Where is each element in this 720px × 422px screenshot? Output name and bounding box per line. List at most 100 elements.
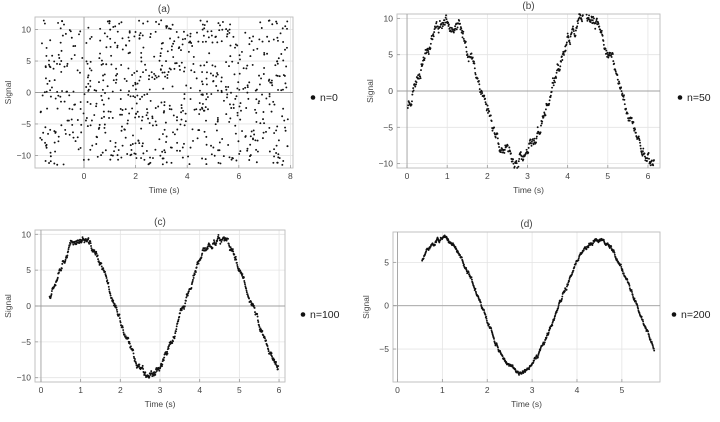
data-point bbox=[569, 35, 572, 38]
data-point bbox=[79, 101, 82, 104]
data-point bbox=[108, 22, 111, 25]
plot-frame bbox=[392, 231, 661, 383]
data-point bbox=[229, 44, 232, 47]
data-point bbox=[246, 64, 249, 67]
data-point bbox=[483, 309, 485, 312]
data-point bbox=[572, 25, 574, 28]
data-point bbox=[464, 40, 467, 43]
data-point bbox=[576, 25, 579, 28]
data-point bbox=[551, 321, 554, 324]
data-point bbox=[267, 79, 270, 82]
data-point bbox=[252, 129, 255, 132]
data-point bbox=[262, 131, 265, 134]
data-point bbox=[623, 103, 626, 106]
data-point bbox=[199, 108, 202, 111]
data-point bbox=[478, 88, 481, 91]
data-point bbox=[117, 149, 120, 151]
data-point bbox=[285, 65, 288, 68]
data-point bbox=[149, 36, 152, 39]
data-point bbox=[116, 30, 119, 33]
data-point bbox=[228, 28, 231, 31]
data-point bbox=[205, 143, 208, 146]
chart-panel-3: 0 1 2 3 4 5 6 −10 −5 0 5 10 (c) Time (s) Signal n=100 bbox=[3, 217, 340, 409]
data-point bbox=[89, 85, 92, 88]
data-point bbox=[210, 144, 212, 147]
data-point bbox=[252, 49, 255, 51]
data-point bbox=[60, 100, 62, 103]
data-point bbox=[212, 74, 215, 77]
data-point bbox=[165, 25, 168, 28]
data-point bbox=[447, 21, 450, 24]
data-point bbox=[273, 155, 276, 158]
data-point bbox=[567, 283, 569, 286]
data-point bbox=[112, 79, 115, 82]
data-point bbox=[255, 148, 258, 151]
data-point bbox=[61, 34, 64, 37]
data-point bbox=[285, 86, 288, 89]
data-point bbox=[99, 52, 101, 55]
y-tick-label: 10 bbox=[22, 229, 32, 239]
data-point bbox=[96, 155, 99, 158]
data-point bbox=[281, 27, 284, 30]
data-point bbox=[42, 131, 45, 134]
data-point bbox=[144, 69, 147, 71]
data-point bbox=[132, 95, 135, 98]
data-point bbox=[201, 71, 204, 74]
data-point bbox=[622, 95, 625, 98]
data-point bbox=[206, 30, 209, 33]
data-point bbox=[119, 98, 122, 100]
data-point bbox=[176, 128, 179, 131]
y-tick-label: −10 bbox=[17, 373, 32, 383]
data-point bbox=[257, 102, 260, 105]
data-point bbox=[128, 31, 131, 34]
data-point bbox=[226, 33, 229, 36]
data-point bbox=[180, 104, 183, 107]
data-point bbox=[459, 22, 461, 25]
data-point bbox=[183, 124, 186, 127]
data-point bbox=[204, 158, 207, 161]
data-point bbox=[243, 280, 246, 282]
data-point bbox=[238, 267, 241, 270]
data-point bbox=[544, 114, 547, 117]
data-point bbox=[540, 122, 543, 125]
data-point bbox=[210, 34, 213, 37]
data-point bbox=[191, 280, 194, 283]
data-point bbox=[131, 74, 134, 76]
data-point bbox=[115, 306, 118, 309]
data-point bbox=[109, 110, 112, 113]
y-tick-label: −10 bbox=[379, 159, 394, 169]
data-point bbox=[598, 25, 601, 28]
data-point bbox=[284, 126, 286, 129]
data-point bbox=[483, 94, 486, 97]
data-point bbox=[165, 26, 168, 29]
data-point bbox=[64, 258, 67, 261]
data-point bbox=[180, 61, 183, 64]
data-point bbox=[195, 77, 198, 80]
data-point bbox=[268, 93, 271, 95]
data-point bbox=[616, 258, 618, 261]
data-point bbox=[100, 94, 103, 97]
data-point bbox=[201, 102, 204, 105]
data-point bbox=[450, 30, 453, 33]
data-point bbox=[175, 62, 178, 65]
data-point bbox=[232, 103, 235, 106]
x-tick-label: 3 bbox=[530, 385, 535, 395]
data-point bbox=[459, 254, 462, 257]
data-point bbox=[123, 333, 126, 336]
data-point bbox=[173, 335, 176, 338]
data-point bbox=[490, 120, 493, 122]
data-point bbox=[444, 16, 447, 19]
data-point bbox=[108, 288, 111, 291]
data-point bbox=[120, 21, 123, 24]
data-point bbox=[194, 271, 197, 273]
data-point bbox=[60, 70, 63, 73]
data-point bbox=[226, 96, 228, 99]
data-point bbox=[163, 149, 166, 152]
data-point bbox=[91, 144, 94, 147]
data-point bbox=[205, 135, 208, 138]
data-point bbox=[159, 366, 162, 368]
data-point bbox=[210, 153, 213, 156]
data-point bbox=[649, 338, 652, 341]
data-point bbox=[239, 58, 241, 61]
data-point bbox=[165, 135, 168, 138]
